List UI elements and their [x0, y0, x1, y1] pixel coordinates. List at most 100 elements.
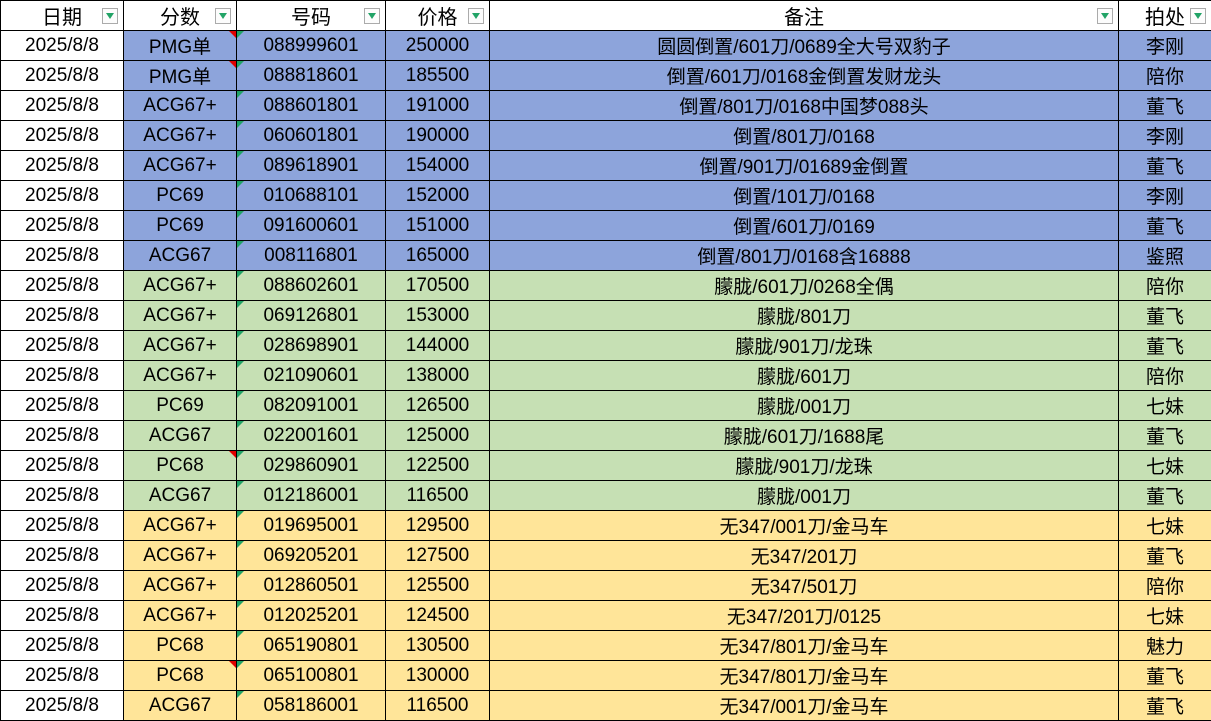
cell-remark[interactable]: 无347/001刀/金马车: [489, 510, 1119, 541]
cell-seller[interactable]: 董飞: [1118, 540, 1211, 571]
cell-number[interactable]: 010688101: [236, 180, 386, 211]
cell-price[interactable]: 190000: [385, 120, 490, 151]
cell-date[interactable]: 2025/8/8: [0, 390, 124, 421]
cell-date[interactable]: 2025/8/8: [0, 60, 124, 91]
cell-seller[interactable]: 陪你: [1118, 360, 1211, 391]
cell-price[interactable]: 138000: [385, 360, 490, 391]
cell-date[interactable]: 2025/8/8: [0, 600, 124, 631]
cell-remark[interactable]: 无347/801刀/金马车: [489, 630, 1119, 661]
cell-score[interactable]: PC68: [123, 660, 237, 691]
cell-price[interactable]: 191000: [385, 90, 490, 121]
cell-number[interactable]: 089618901: [236, 150, 386, 181]
cell-price[interactable]: 151000: [385, 210, 490, 241]
filter-dropdown-icon[interactable]: [1190, 7, 1206, 24]
cell-remark[interactable]: 倒置/801刀/0168: [489, 120, 1119, 151]
cell-remark[interactable]: 倒置/801刀/0168含16888: [489, 240, 1119, 271]
cell-score[interactable]: ACG67+: [123, 330, 237, 361]
cell-remark[interactable]: 倒置/601刀/0169: [489, 210, 1119, 241]
cell-number[interactable]: 091600601: [236, 210, 386, 241]
cell-remark[interactable]: 倒置/901刀/01689金倒置: [489, 150, 1119, 181]
cell-score[interactable]: ACG67+: [123, 270, 237, 301]
cell-remark[interactable]: 无347/801刀/金马车: [489, 660, 1119, 691]
cell-score[interactable]: PC68: [123, 630, 237, 661]
cell-score[interactable]: ACG67+: [123, 150, 237, 181]
cell-number[interactable]: 065100801: [236, 660, 386, 691]
cell-seller[interactable]: 七妹: [1118, 450, 1211, 481]
cell-number[interactable]: 088999601: [236, 30, 386, 61]
cell-score[interactable]: PC69: [123, 210, 237, 241]
filter-dropdown-icon[interactable]: [364, 7, 380, 24]
cell-score[interactable]: PMG单: [123, 60, 237, 91]
cell-number[interactable]: 069126801: [236, 300, 386, 331]
cell-price[interactable]: 185500: [385, 60, 490, 91]
cell-price[interactable]: 126500: [385, 390, 490, 421]
cell-number[interactable]: 019695001: [236, 510, 386, 541]
cell-number[interactable]: 008116801: [236, 240, 386, 271]
cell-price[interactable]: 130000: [385, 660, 490, 691]
cell-score[interactable]: PMG单: [123, 30, 237, 61]
cell-remark[interactable]: 无347/201刀: [489, 540, 1119, 571]
cell-remark[interactable]: 朦胧/001刀: [489, 390, 1119, 421]
cell-price[interactable]: 116500: [385, 480, 490, 511]
cell-score[interactable]: ACG67: [123, 240, 237, 271]
filter-dropdown-icon[interactable]: [468, 7, 484, 24]
column-header-seller[interactable]: 拍处: [1118, 0, 1211, 31]
cell-seller[interactable]: 董飞: [1118, 330, 1211, 361]
cell-price[interactable]: 144000: [385, 330, 490, 361]
cell-score[interactable]: ACG67+: [123, 540, 237, 571]
cell-seller[interactable]: 董飞: [1118, 690, 1211, 721]
cell-price[interactable]: 170500: [385, 270, 490, 301]
cell-seller[interactable]: 陪你: [1118, 270, 1211, 301]
cell-number[interactable]: 088601801: [236, 90, 386, 121]
column-header-price[interactable]: 价格: [385, 0, 490, 31]
cell-date[interactable]: 2025/8/8: [0, 270, 124, 301]
cell-remark[interactable]: 无347/501刀: [489, 570, 1119, 601]
cell-price[interactable]: 127500: [385, 540, 490, 571]
cell-remark[interactable]: 朦胧/601刀: [489, 360, 1119, 391]
cell-price[interactable]: 125500: [385, 570, 490, 601]
cell-score[interactable]: ACG67+: [123, 300, 237, 331]
cell-date[interactable]: 2025/8/8: [0, 240, 124, 271]
cell-score[interactable]: ACG67+: [123, 570, 237, 601]
cell-remark[interactable]: 倒置/101刀/0168: [489, 180, 1119, 211]
cell-seller[interactable]: 董飞: [1118, 660, 1211, 691]
cell-price[interactable]: 152000: [385, 180, 490, 211]
cell-date[interactable]: 2025/8/8: [0, 180, 124, 211]
cell-date[interactable]: 2025/8/8: [0, 660, 124, 691]
cell-date[interactable]: 2025/8/8: [0, 630, 124, 661]
cell-number[interactable]: 065190801: [236, 630, 386, 661]
cell-seller[interactable]: 董飞: [1118, 300, 1211, 331]
cell-number[interactable]: 012186001: [236, 480, 386, 511]
cell-score[interactable]: ACG67: [123, 480, 237, 511]
cell-remark[interactable]: 无347/201刀/0125: [489, 600, 1119, 631]
filter-dropdown-icon[interactable]: [102, 7, 118, 24]
cell-score[interactable]: ACG67: [123, 420, 237, 451]
cell-score[interactable]: ACG67+: [123, 120, 237, 151]
cell-date[interactable]: 2025/8/8: [0, 210, 124, 241]
cell-seller[interactable]: 陪你: [1118, 570, 1211, 601]
cell-seller[interactable]: 李刚: [1118, 30, 1211, 61]
cell-date[interactable]: 2025/8/8: [0, 150, 124, 181]
cell-seller[interactable]: 鉴照: [1118, 240, 1211, 271]
cell-price[interactable]: 154000: [385, 150, 490, 181]
cell-number[interactable]: 012860501: [236, 570, 386, 601]
cell-price[interactable]: 129500: [385, 510, 490, 541]
cell-date[interactable]: 2025/8/8: [0, 540, 124, 571]
cell-number[interactable]: 088602601: [236, 270, 386, 301]
cell-date[interactable]: 2025/8/8: [0, 330, 124, 361]
cell-number[interactable]: 069205201: [236, 540, 386, 571]
cell-price[interactable]: 130500: [385, 630, 490, 661]
cell-number[interactable]: 060601801: [236, 120, 386, 151]
column-header-remark[interactable]: 备注: [489, 0, 1119, 31]
cell-score[interactable]: ACG67+: [123, 90, 237, 121]
cell-date[interactable]: 2025/8/8: [0, 510, 124, 541]
cell-number[interactable]: 022001601: [236, 420, 386, 451]
cell-seller[interactable]: 董飞: [1118, 150, 1211, 181]
cell-date[interactable]: 2025/8/8: [0, 90, 124, 121]
cell-date[interactable]: 2025/8/8: [0, 300, 124, 331]
cell-date[interactable]: 2025/8/8: [0, 120, 124, 151]
cell-price[interactable]: 116500: [385, 690, 490, 721]
cell-number[interactable]: 058186001: [236, 690, 386, 721]
cell-date[interactable]: 2025/8/8: [0, 690, 124, 721]
column-header-number[interactable]: 号码: [236, 0, 386, 31]
